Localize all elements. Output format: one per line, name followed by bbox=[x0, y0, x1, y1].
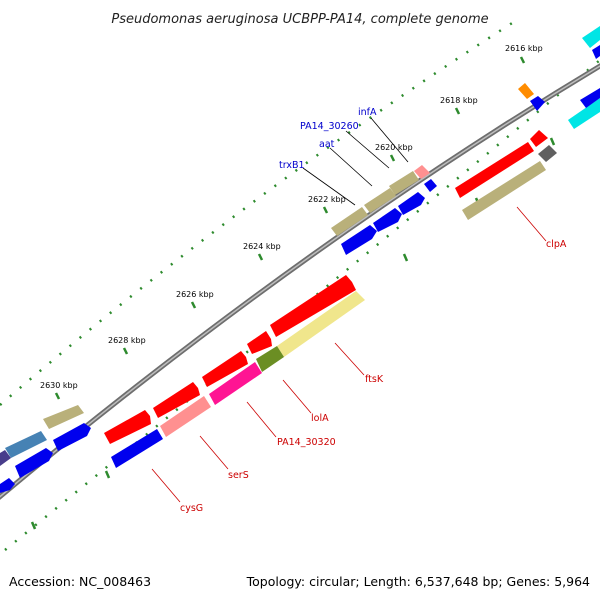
gene-arrow[interactable] bbox=[153, 382, 200, 418]
reverse-gene-labels: clpA ftsK lolA PA14_30320 serS cysG bbox=[151, 206, 567, 514]
gene-arrow[interactable] bbox=[364, 188, 396, 213]
gene-label-PA14_30260[interactable]: PA14_30260 bbox=[300, 121, 359, 132]
gene-arrow[interactable] bbox=[53, 423, 91, 451]
gene-arrow[interactable] bbox=[209, 362, 262, 405]
tick-label: 2618 kbp bbox=[440, 96, 478, 105]
gene-arrow[interactable] bbox=[582, 26, 600, 48]
gene-arrow[interactable] bbox=[111, 429, 163, 468]
tick-label: 2622 kbp bbox=[308, 195, 346, 204]
gene-arrow[interactable] bbox=[373, 208, 402, 232]
tick-label: 2624 kbp bbox=[243, 242, 281, 251]
gene-arrow[interactable] bbox=[43, 405, 84, 429]
map-title: Pseudomonas aeruginosa UCBPP-PA14, compl… bbox=[111, 12, 488, 27]
gene-label-serS[interactable]: serS bbox=[228, 470, 249, 481]
gene-label-ftsK[interactable]: ftsK bbox=[365, 374, 384, 385]
inner-scale-track bbox=[0, 16, 521, 406]
tick-label: 2616 kbp bbox=[505, 44, 543, 53]
gene-arrow[interactable] bbox=[0, 450, 11, 466]
forward-gene-labels: infA PA14_30260 aat trxB1 bbox=[279, 107, 409, 206]
gene-label-aat[interactable]: aat bbox=[319, 139, 335, 150]
accession-label: Accession: NC_008463 bbox=[9, 574, 151, 589]
gene-arrow[interactable] bbox=[568, 98, 600, 129]
gene-arrow[interactable] bbox=[424, 179, 437, 192]
gene-arrow[interactable] bbox=[538, 145, 557, 162]
gene-arrow[interactable] bbox=[398, 192, 425, 215]
forward-strand-genes bbox=[0, 26, 600, 493]
gene-label-trxB1[interactable]: trxB1 bbox=[279, 160, 305, 171]
gene-arrow[interactable] bbox=[277, 291, 365, 357]
gene-arrow[interactable] bbox=[331, 207, 368, 236]
gene-label-PA14_30320[interactable]: PA14_30320 bbox=[277, 437, 336, 448]
gene-arrow[interactable] bbox=[0, 478, 15, 493]
gene-arrow[interactable] bbox=[247, 331, 272, 354]
major-ticks bbox=[30, 56, 556, 530]
tick-label: 2630 kbp bbox=[40, 381, 78, 390]
gene-label-clpA[interactable]: clpA bbox=[546, 239, 567, 250]
topology-label: Topology: circular; Length: 6,537,648 bp… bbox=[246, 574, 590, 589]
gene-arrow[interactable] bbox=[414, 165, 430, 179]
gene-label-cysG[interactable]: cysG bbox=[180, 503, 203, 514]
gene-arrow[interactable] bbox=[160, 396, 211, 437]
gene-arrow[interactable] bbox=[341, 225, 377, 255]
tick-label: 2628 kbp bbox=[108, 336, 146, 345]
gene-arrow[interactable] bbox=[270, 275, 356, 337]
gene-arrow[interactable] bbox=[530, 96, 545, 111]
gene-arrow[interactable] bbox=[389, 171, 419, 195]
tick-label: 2626 kbp bbox=[176, 290, 214, 299]
gene-arrow[interactable] bbox=[530, 130, 548, 147]
gene-label-lolA[interactable]: lolA bbox=[311, 413, 329, 424]
gene-arrow[interactable] bbox=[104, 410, 151, 444]
gene-arrow[interactable] bbox=[15, 448, 53, 478]
gene-arrow[interactable] bbox=[5, 431, 47, 458]
reverse-strand-genes bbox=[104, 88, 600, 468]
gene-arrow[interactable] bbox=[580, 88, 600, 108]
gene-label-infA[interactable]: infA bbox=[358, 107, 377, 118]
gene-arrow[interactable] bbox=[202, 351, 248, 387]
gene-arrow[interactable] bbox=[455, 142, 534, 198]
gene-arrow[interactable] bbox=[518, 83, 534, 99]
tick-label: 2620 kbp bbox=[375, 143, 413, 152]
gene-arrow[interactable] bbox=[462, 161, 546, 220]
gene-arrow[interactable] bbox=[256, 346, 284, 372]
gene-arrow[interactable] bbox=[592, 45, 600, 59]
